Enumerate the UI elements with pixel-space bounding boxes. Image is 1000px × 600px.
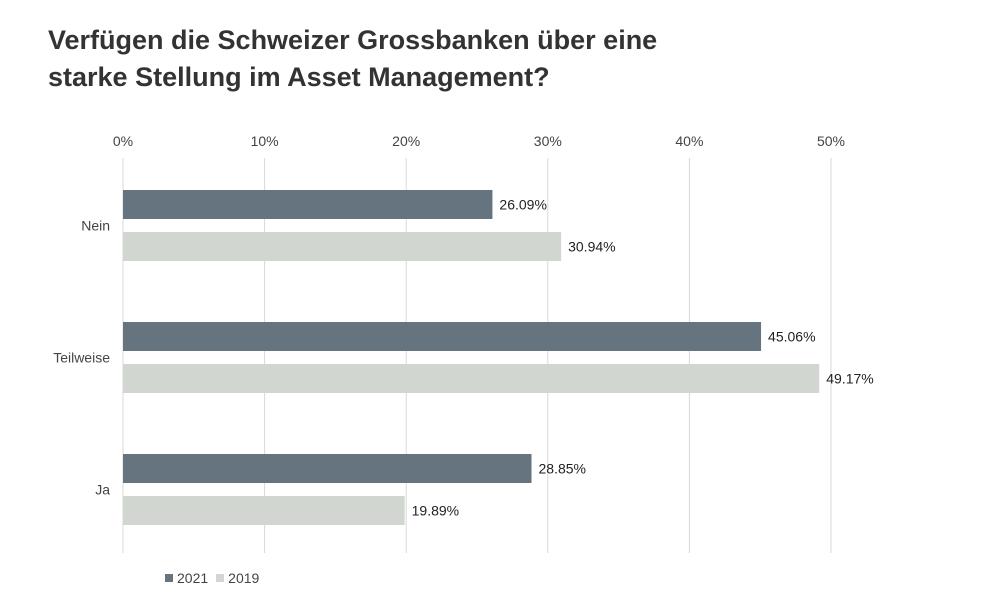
x-tick-label-5: 50% <box>817 133 845 149</box>
legend-item-2019: 2019 <box>216 570 259 586</box>
x-tick-label-0: 0% <box>113 133 133 149</box>
bar-2021-nein <box>123 190 493 219</box>
legend-label-2019: 2019 <box>228 570 260 586</box>
category-label-teilweise: Teilweise <box>53 350 110 366</box>
legend-swatch-2021 <box>165 574 173 582</box>
chart-legend: 2021 2019 <box>165 570 267 586</box>
data-label-2021-teilweise: 45.06% <box>768 329 815 345</box>
x-tick-label-4: 40% <box>675 133 703 149</box>
data-label-2019-nein: 30.94% <box>568 239 615 255</box>
x-tick-label-3: 30% <box>534 133 562 149</box>
data-label-2021-nein: 26.09% <box>499 197 546 213</box>
chart-title-line-2: starke Stellung im Asset Management? <box>48 62 550 92</box>
data-label-2021-ja: 28.85% <box>539 461 586 477</box>
bar-2019-nein <box>123 232 562 261</box>
category-label-ja: Ja <box>95 482 110 498</box>
x-tick-label-2: 20% <box>392 133 420 149</box>
bar-2021-teilweise <box>123 322 762 351</box>
x-tick-label-1: 10% <box>251 133 279 149</box>
bar-2019-ja <box>123 496 405 525</box>
data-label-2019-ja: 19.89% <box>412 503 459 519</box>
chart-title: Verfügen die Schweizer Grossbanken über … <box>48 22 748 96</box>
category-label-nein: Nein <box>81 218 110 234</box>
legend-item-2021: 2021 <box>165 570 208 586</box>
data-label-2019-teilweise: 49.17% <box>826 371 873 387</box>
bar-2021-ja <box>123 454 532 483</box>
legend-label-2021: 2021 <box>177 570 209 586</box>
bar-2019-teilweise <box>123 364 820 393</box>
chart-title-line-1: Verfügen die Schweizer Grossbanken über … <box>48 25 658 55</box>
legend-swatch-2019 <box>216 574 225 582</box>
